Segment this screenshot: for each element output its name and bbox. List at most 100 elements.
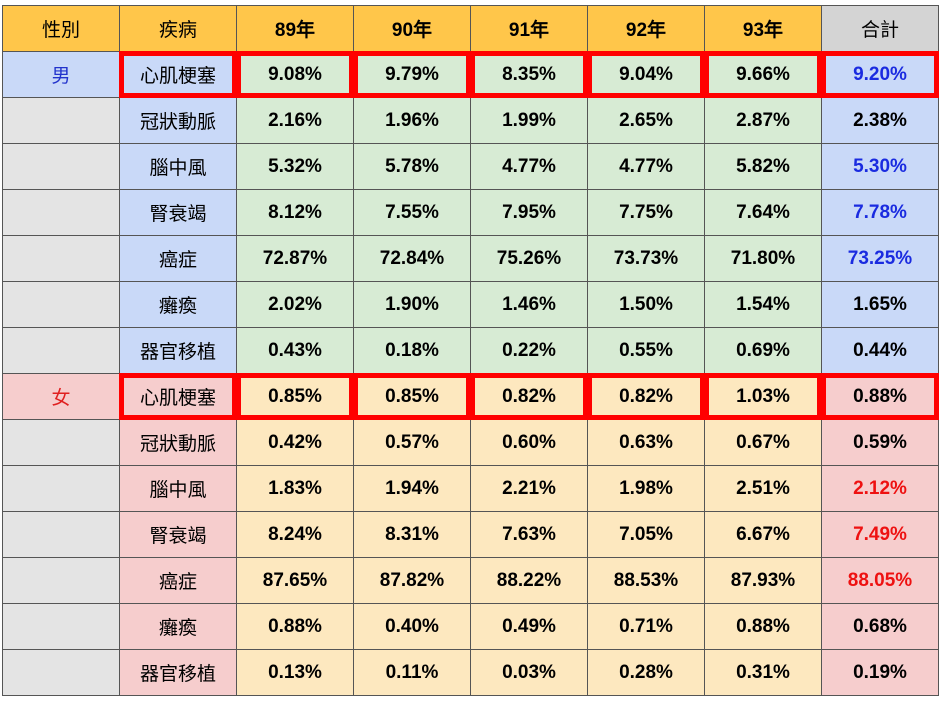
value-cell: 0.67%: [704, 419, 822, 466]
value-cell: 88.22%: [470, 557, 588, 604]
value-cell: 1.90%: [353, 281, 471, 328]
value-cell: 0.63%: [587, 419, 705, 466]
table-row: 癌症 72.87% 72.84% 75.26% 73.73% 71.80% 73…: [2, 235, 939, 282]
disease-cell: 心肌梗塞: [119, 51, 238, 99]
table-row: 器官移植 0.13% 0.11% 0.03% 0.28% 0.31% 0.19%: [2, 649, 939, 696]
header-year: 89年: [236, 5, 354, 52]
value-cell: 2.87%: [704, 97, 822, 144]
value-cell: 0.28%: [587, 649, 705, 696]
value-cell: 0.13%: [236, 649, 354, 696]
value-cell: 2.16%: [236, 97, 354, 144]
value-cell: 7.63%: [470, 511, 588, 558]
total-cell: 7.49%: [821, 511, 939, 558]
table-row: 冠狀動脈 0.42% 0.57% 0.60% 0.63% 0.67% 0.59%: [2, 419, 939, 466]
value-cell: 1.83%: [236, 465, 354, 512]
table-row: 女 心肌梗塞 0.85% 0.85% 0.82% 0.82% 1.03% 0.8…: [2, 373, 940, 421]
value-cell: 0.82%: [587, 373, 706, 421]
header-row: 性別 疾病 89年 90年 91年 92年 93年 合計: [2, 5, 939, 52]
value-cell: 7.55%: [353, 189, 471, 236]
total-cell: 88.05%: [821, 557, 939, 604]
value-cell: 1.54%: [704, 281, 822, 328]
value-cell: 0.03%: [470, 649, 588, 696]
disease-cell: 癱瘓: [119, 281, 237, 328]
disease-cell: 腎衰竭: [119, 189, 237, 236]
value-cell: 0.49%: [470, 603, 588, 650]
value-cell: 73.73%: [587, 235, 705, 282]
sex-cell: [2, 235, 120, 282]
value-cell: 1.50%: [587, 281, 705, 328]
sex-cell: [2, 143, 120, 190]
value-cell: 0.40%: [353, 603, 471, 650]
value-cell: 9.04%: [587, 51, 706, 99]
value-cell: 2.65%: [587, 97, 705, 144]
value-cell: 2.21%: [470, 465, 588, 512]
total-cell: 0.88%: [821, 373, 940, 421]
sex-cell: [2, 603, 120, 650]
sex-cell: [2, 465, 120, 512]
total-cell: 2.38%: [821, 97, 939, 144]
total-cell: 0.68%: [821, 603, 939, 650]
header-year: 93年: [704, 5, 822, 52]
value-cell: 8.24%: [236, 511, 354, 558]
value-cell: 2.02%: [236, 281, 354, 328]
sex-cell: 男: [2, 51, 120, 98]
sex-cell: 女: [2, 373, 120, 420]
value-cell: 0.82%: [470, 373, 589, 421]
value-cell: 4.77%: [587, 143, 705, 190]
value-cell: 5.32%: [236, 143, 354, 190]
disease-cell: 癌症: [119, 235, 237, 282]
header-year: 92年: [587, 5, 705, 52]
total-cell: 0.44%: [821, 327, 939, 374]
sex-cell: [2, 327, 120, 374]
value-cell: 5.82%: [704, 143, 822, 190]
value-cell: 88.53%: [587, 557, 705, 604]
table-row: 腎衰竭 8.12% 7.55% 7.95% 7.75% 7.64% 7.78%: [2, 189, 939, 236]
header-sex: 性別: [2, 5, 120, 52]
total-cell: 7.78%: [821, 189, 939, 236]
value-cell: 7.95%: [470, 189, 588, 236]
value-cell: 1.98%: [587, 465, 705, 512]
value-cell: 1.99%: [470, 97, 588, 144]
sex-cell: [2, 419, 120, 466]
disease-cell: 心肌梗塞: [119, 373, 238, 421]
sex-cell: [2, 557, 120, 604]
value-cell: 2.51%: [704, 465, 822, 512]
disease-cell: 癌症: [119, 557, 237, 604]
value-cell: 8.12%: [236, 189, 354, 236]
disease-cell: 癱瘓: [119, 603, 237, 650]
total-cell: 1.65%: [821, 281, 939, 328]
sex-cell: [2, 281, 120, 328]
value-cell: 87.93%: [704, 557, 822, 604]
value-cell: 0.18%: [353, 327, 471, 374]
value-cell: 0.11%: [353, 649, 471, 696]
value-cell: 87.65%: [236, 557, 354, 604]
total-cell: 5.30%: [821, 143, 939, 190]
total-cell: 0.59%: [821, 419, 939, 466]
total-cell: 9.20%: [821, 51, 940, 99]
value-cell: 0.60%: [470, 419, 588, 466]
value-cell: 8.35%: [470, 51, 589, 99]
table-row: 癱瘓 0.88% 0.40% 0.49% 0.71% 0.88% 0.68%: [2, 603, 939, 650]
value-cell: 7.75%: [587, 189, 705, 236]
value-cell: 0.69%: [704, 327, 822, 374]
value-cell: 9.79%: [353, 51, 472, 99]
table-row: 腦中風 1.83% 1.94% 2.21% 1.98% 2.51% 2.12%: [2, 465, 939, 512]
value-cell: 71.80%: [704, 235, 822, 282]
value-cell: 1.03%: [704, 373, 823, 421]
value-cell: 9.08%: [236, 51, 355, 99]
disease-percentage-table: 性別 疾病 89年 90年 91年 92年 93年 合計 男 心肌梗塞 9.08…: [2, 5, 940, 696]
table-row: 癱瘓 2.02% 1.90% 1.46% 1.50% 1.54% 1.65%: [2, 281, 939, 328]
value-cell: 1.96%: [353, 97, 471, 144]
sex-cell: [2, 97, 120, 144]
value-cell: 0.85%: [236, 373, 355, 421]
value-cell: 0.55%: [587, 327, 705, 374]
value-cell: 7.05%: [587, 511, 705, 558]
value-cell: 0.31%: [704, 649, 822, 696]
value-cell: 75.26%: [470, 235, 588, 282]
value-cell: 9.66%: [704, 51, 823, 99]
value-cell: 8.31%: [353, 511, 471, 558]
disease-cell: 腦中風: [119, 143, 237, 190]
total-cell: 2.12%: [821, 465, 939, 512]
sex-cell: [2, 649, 120, 696]
disease-cell: 腎衰竭: [119, 511, 237, 558]
